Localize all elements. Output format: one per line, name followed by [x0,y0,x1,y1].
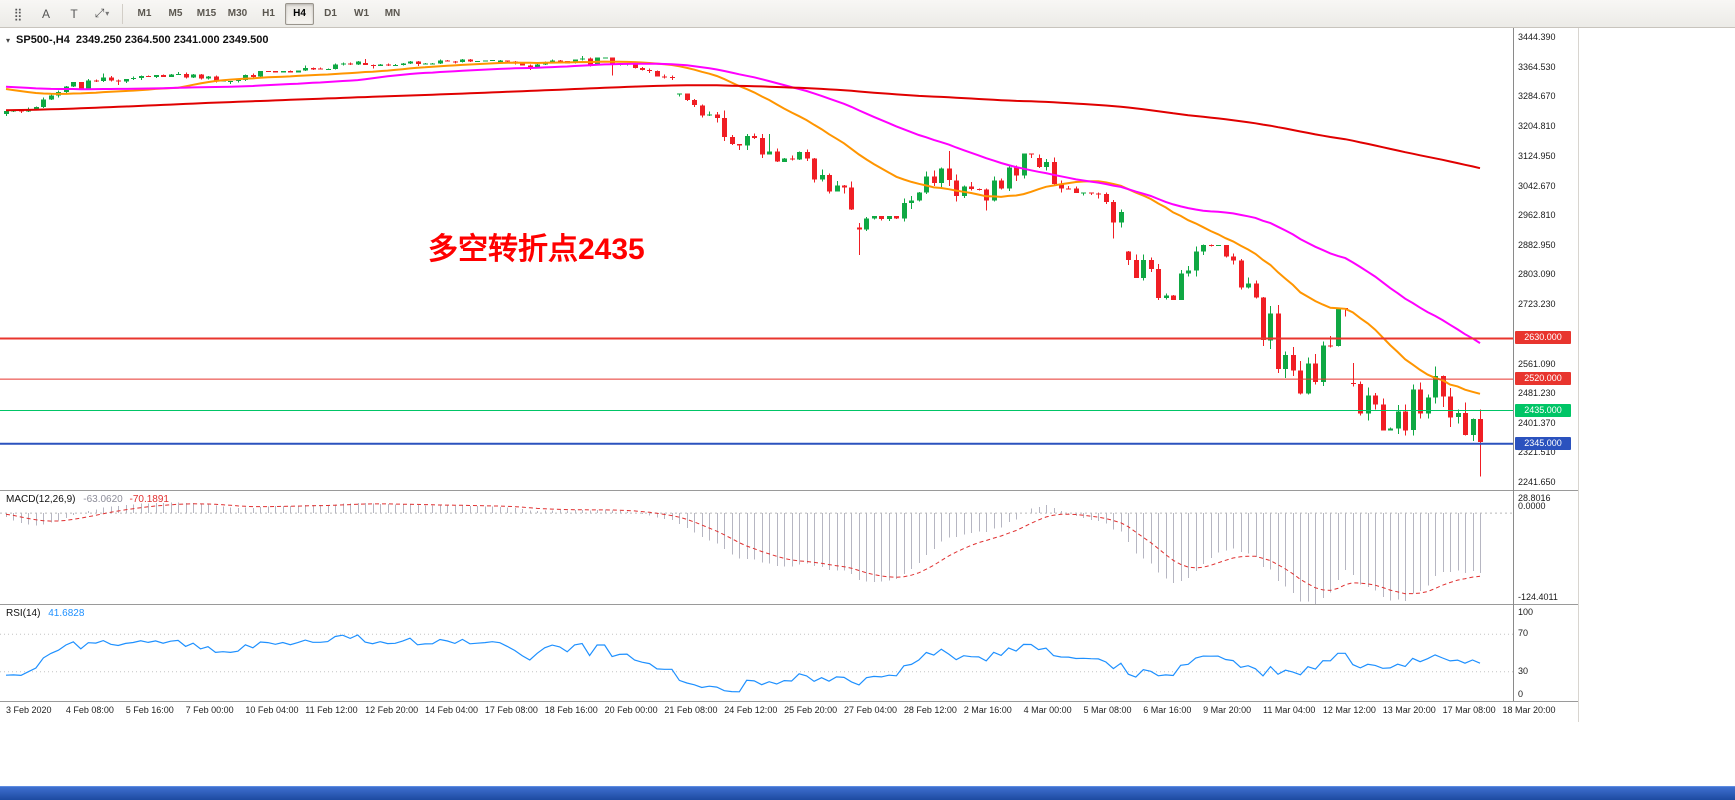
time-axis-label: 11 Mar 04:00 [1263,705,1316,715]
time-axis-label: 14 Feb 04:00 [425,705,479,715]
time-axis-label: 9 Mar 20:00 [1203,705,1252,715]
toolbar: ⣿ A T ⤢ ▾ M1 M5 M15 M30 H1 H4 D1 W1 MN [0,0,1735,28]
macd-signal-value: -70.1891 [129,494,169,505]
timeframe-button-h4[interactable]: H4 [285,2,314,25]
macd-scale-tick: 28.8016 [1518,493,1551,503]
rsi-scale-tick: 70 [1518,628,1529,639]
chart-title: ▾ SP500-,H4 2349.250 2364.500 2341.000 2… [6,34,269,46]
timeframe-button-h1[interactable]: H1 [262,8,275,19]
macd-name: MACD(12,26,9) [6,494,76,505]
chart-annotation-text: 多空转折点2435 [428,233,645,266]
timeframe-button-m5[interactable]: M5 [168,8,183,19]
time-axis-label: 4 Mar 00:00 [1023,705,1072,715]
rsi-scale-tick: 100 [1518,607,1534,617]
time-axis-label: 18 Mar 20:00 [1502,705,1556,715]
time-axis-label: 5 Mar 08:00 [1083,705,1132,715]
time-axis-label: 13 Mar 20:00 [1382,705,1436,715]
macd-indicator-label: MACD(12,26,9) -63.0620 -70.1891 [6,494,169,505]
price-scale-tick: 2481.230 [1518,388,1556,399]
timeframes-group: M1 M5 M15 M30 H1 H4 D1 W1 MN [129,2,408,25]
price-scale-tick: 3124.950 [1518,150,1556,161]
price-scale-tick: 3042.670 [1518,180,1556,191]
time-axis-label: 6 Mar 16:00 [1143,705,1192,715]
rsi-scale-tick: 30 [1518,665,1529,676]
time-axis-label: 3 Feb 2020 [6,705,52,715]
price-scale-tick: 2723.230 [1518,299,1556,309]
price-scale-tick: 2882.950 [1518,239,1556,250]
chevron-down-icon[interactable]: ▾ [105,9,110,18]
price-scale-tick: 2962.810 [1518,210,1556,221]
chart-window[interactable]: ▾ SP500-,H4 2349.250 2364.500 2341.000 2… [0,28,1578,722]
taskbar[interactable] [0,786,1735,800]
price-scale-tick: 2241.650 [1518,476,1556,487]
macd-scale-tick: 0.0000 [1518,501,1546,512]
collapse-arrow-icon[interactable]: ▾ [6,35,11,45]
time-axis-label: 18 Feb 16:00 [544,705,598,715]
time-axis-label: 4 Feb 08:00 [65,705,114,715]
chart-canvas[interactable] [0,28,1578,722]
text-annotation-tool-icon[interactable]: A [41,6,50,21]
time-axis-label: 11 Feb 12:00 [305,705,358,715]
price-level-badge: 2345.000 [1515,436,1571,450]
time-axis-label: 5 Feb 16:00 [125,705,174,715]
timeframe-button-w1[interactable]: W1 [354,8,369,19]
timeframe-button-m15[interactable]: M15 [196,8,217,19]
dot-grid-tool-icon[interactable]: ⣿ [13,6,23,21]
timeframe-button-m1[interactable]: M1 [137,8,152,19]
price-scale-tick: 2321.510 [1518,447,1556,458]
time-axis-label: 20 Feb 00:00 [604,705,658,715]
time-axis-label: 17 Mar 08:00 [1442,705,1496,715]
rsi-name: RSI(14) [6,608,41,619]
time-axis-label: 25 Feb 20:00 [784,705,838,715]
time-axis-label: 7 Feb 00:00 [185,705,234,715]
price-scale-tick: 3204.810 [1518,121,1556,131]
rsi-indicator-label: RSI(14) 41.6828 [6,608,84,619]
rsi-value: 41.6828 [48,608,85,619]
price-level-badge: 2630.000 [1515,331,1571,345]
time-axis-label: 21 Feb 08:00 [664,705,718,715]
price-scale-tick: 3444.390 [1518,32,1556,43]
price-scale-tick: 3364.530 [1518,61,1556,72]
timeframe-button-d1[interactable]: D1 [324,8,337,19]
chart-window-right-edge [1578,28,1579,722]
timeframe-button-mn[interactable]: MN [384,8,401,19]
text-label-tool-icon[interactable]: T [70,6,78,21]
time-axis-label: 24 Feb 12:00 [724,705,778,715]
price-level-badge: 2435.000 [1515,403,1571,417]
price-scale-tick: 2803.090 [1518,269,1556,280]
macd-scale-tick: -124.4011 [1518,592,1558,602]
time-axis-label: 17 Feb 08:00 [484,705,538,715]
price-scale-tick: 3284.670 [1518,91,1556,102]
ohlc-values: 2349.250 2364.500 2341.000 2349.500 [75,34,269,46]
toolbar-separator [122,3,123,24]
price-level-badge: 2520.000 [1515,372,1571,386]
drawing-tools-group: ⣿ A T ⤢ ▾ [4,2,116,26]
rsi-scale-tick: 0 [1518,689,1524,699]
time-axis-label: 27 Feb 04:00 [844,705,898,715]
symbol-name: SP500-,H4 [16,34,70,46]
timeframe-button-m30[interactable]: M30 [227,8,248,19]
time-axis-label: 28 Feb 12:00 [903,705,957,715]
price-scale-tick: 2401.370 [1518,417,1556,428]
time-axis-label: 2 Mar 16:00 [963,705,1012,715]
shapes-tool-icon[interactable]: ⤢ ▾ [94,6,110,20]
time-axis-label: 12 Feb 20:00 [365,705,419,715]
macd-main-value: -63.0620 [83,494,123,505]
price-scale-tick: 2561.090 [1518,358,1556,369]
time-axis-label: 10 Feb 04:00 [245,705,299,715]
time-axis-label: 12 Mar 12:00 [1322,705,1376,715]
